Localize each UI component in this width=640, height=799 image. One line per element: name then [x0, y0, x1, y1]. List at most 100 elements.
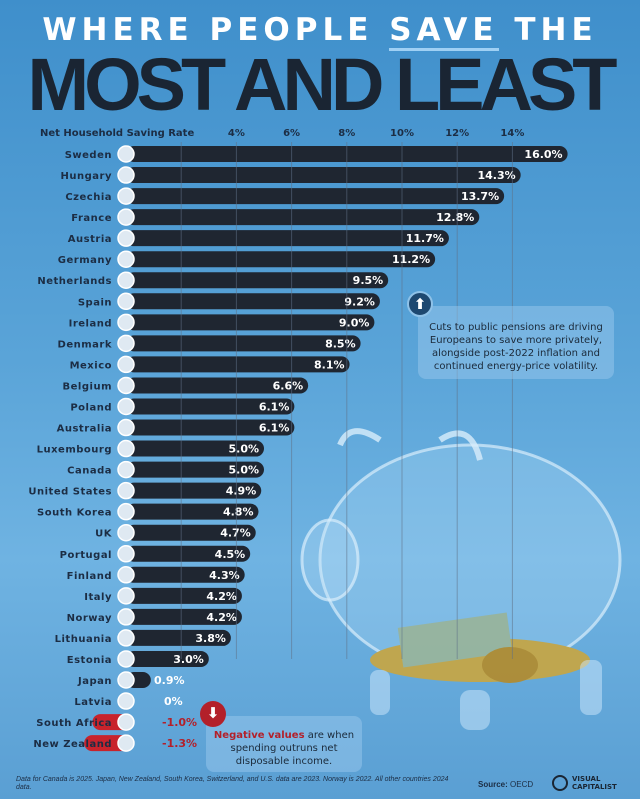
data-label: 4.2% [206, 611, 237, 624]
bar [126, 314, 375, 331]
bar [126, 356, 350, 373]
x-tick-label: 4% [228, 128, 245, 139]
data-label: 12.8% [436, 211, 474, 224]
title-line-2: MOST AND LEAST [27, 43, 617, 126]
category-label: UK [95, 529, 113, 540]
bar-row: 5.0% Canada [67, 460, 264, 479]
title-line-1: WHERE PEOPLE SAVE THE [0, 12, 640, 51]
logo-text: VISUAL CAPITALIST [572, 775, 617, 791]
category-label: Estonia [67, 655, 112, 666]
category-label: Italy [84, 592, 112, 603]
category-label: Australia [57, 424, 112, 435]
bar [126, 524, 256, 541]
flag-icon [117, 734, 135, 752]
category-label: New Zealand [33, 739, 112, 750]
data-label: 11.7% [406, 232, 444, 245]
title-emphasis: SAVE [389, 12, 499, 51]
data-label: 5.0% [228, 443, 259, 456]
source-value: OECD [510, 780, 534, 789]
data-label: 8.1% [314, 358, 345, 371]
arrow-down-icon: ⬇ [200, 701, 226, 727]
bar [126, 587, 242, 604]
bar-row: 6.1% Australia [57, 418, 295, 437]
bar-row: 6.6% Belgium [63, 376, 309, 395]
category-label: Latvia [74, 697, 112, 708]
data-label: 3.8% [195, 632, 226, 645]
flag-icon [117, 587, 135, 605]
category-label: Ireland [69, 318, 112, 329]
bar [126, 398, 295, 415]
bar-row: 16.0% Sweden [65, 145, 568, 163]
bar [126, 650, 209, 667]
bar-row: 6.1% Poland [70, 397, 295, 416]
category-label: Luxembourg [37, 445, 112, 456]
bar-row: -1.0% South Africa [36, 713, 197, 731]
bar [126, 419, 295, 436]
bar-row: 0% Latvia [74, 692, 183, 710]
flag-icon [117, 629, 135, 647]
category-label: Netherlands [37, 276, 112, 287]
data-label: 8.5% [325, 337, 356, 350]
bar-row: -1.3% New Zealand [33, 734, 197, 752]
bar [126, 167, 521, 184]
category-label: Austria [68, 234, 112, 245]
data-label: -1.0% [162, 716, 197, 729]
flag-icon [117, 692, 135, 710]
x-axis-label: Net Household Saving Rate [40, 128, 194, 139]
source: Source: OECD [478, 780, 533, 789]
data-label: 9.2% [344, 295, 375, 308]
flag-icon [117, 502, 135, 521]
data-label: 4.7% [220, 527, 251, 540]
bar [126, 188, 505, 205]
x-tick-label: 12% [445, 128, 469, 139]
data-label: 9.5% [353, 274, 384, 287]
flag-icon [117, 460, 135, 479]
x-tick-label: 8% [338, 128, 355, 139]
flag-icon [117, 250, 135, 268]
pensions-note: Cuts to public pensions are driving Euro… [418, 306, 614, 379]
bar-row: 4.2% Italy [84, 587, 242, 605]
bar-row: 14.3% Hungary [61, 166, 521, 184]
x-tick-label: 10% [390, 128, 414, 139]
category-label: Denmark [58, 339, 112, 350]
bar [126, 482, 262, 499]
data-label: 0.9% [154, 674, 185, 687]
bar-row: 4.5% Portugal [60, 545, 251, 563]
flag-icon [117, 145, 135, 163]
bar-row: 8.5% Denmark [58, 334, 361, 353]
bar-row: 12.8% France [71, 208, 480, 226]
flag-icon [117, 439, 135, 458]
bar-row: 13.7% Czechia [65, 187, 505, 205]
negative-note-text: are when spending outruns net disposable… [230, 730, 355, 767]
bar-row: 5.0% Luxembourg [37, 439, 264, 458]
data-label: 11.2% [392, 253, 430, 266]
piggy-bank-illustration [300, 428, 622, 730]
flag-icon [117, 566, 135, 584]
bar-row: 9.0% Ireland [69, 313, 375, 332]
x-tick-label: 14% [500, 128, 524, 139]
arrow-up-icon: ⬆ [407, 291, 433, 317]
flag-icon [117, 208, 135, 226]
bar [126, 209, 480, 226]
category-label: Portugal [60, 550, 112, 561]
flag-icon [117, 418, 135, 437]
flag-icon [117, 376, 135, 395]
bar [126, 335, 361, 352]
category-label: Finland [67, 571, 112, 582]
data-label: 9.0% [339, 316, 370, 329]
category-label: Canada [67, 466, 112, 477]
data-label: 5.0% [228, 464, 259, 477]
data-label: 4.9% [226, 485, 257, 498]
category-label: Czechia [65, 192, 112, 203]
data-label: -1.3% [162, 737, 197, 750]
flag-icon [117, 292, 135, 311]
bar-row: 3.0% Estonia [67, 650, 209, 668]
bar-row: 9.2% Spain [78, 292, 380, 311]
bar [126, 629, 231, 646]
title-part: THE [498, 12, 598, 48]
data-label: 6.1% [259, 422, 290, 435]
bar-row: 4.2% Norway [67, 608, 242, 626]
bar-row: 4.3% Finland [67, 566, 245, 584]
category-label: Norway [67, 613, 112, 624]
category-label: Sweden [65, 150, 112, 161]
